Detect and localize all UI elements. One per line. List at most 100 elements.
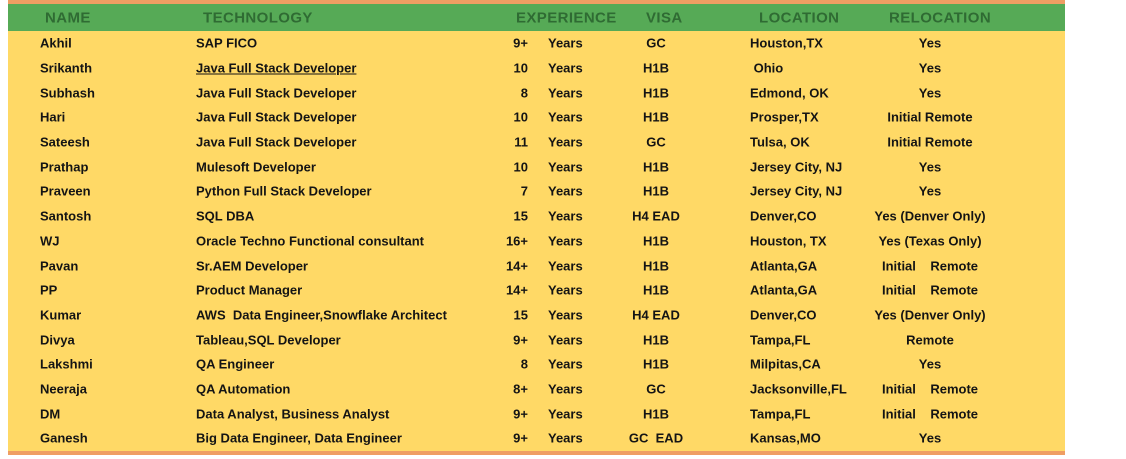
cell-name: WJ	[40, 233, 60, 249]
table-row: Sateesh Java Full Stack Developer 11 Yea…	[8, 129, 1065, 155]
table-row: Santosh SQL DBA 15 Years H4 EAD Denver,C…	[8, 203, 1065, 229]
table-top-border	[8, 0, 1065, 4]
cell-location: Jersey City, NJ	[750, 159, 843, 175]
cell-location: Tulsa, OK	[750, 134, 810, 150]
cell-years-label: Years	[548, 430, 583, 446]
cell-location: Milpitas,CA	[750, 356, 821, 372]
cell-years-label: Years	[548, 109, 583, 125]
cell-location: Prosper,TX	[750, 109, 819, 125]
cell-visa: GC	[646, 381, 666, 397]
table-row: Kumar AWS Data Engineer,Snowflake Archit…	[8, 302, 1065, 328]
cell-visa: GC EAD	[628, 430, 684, 446]
cell-location: Houston, TX	[750, 233, 827, 249]
cell-years-label: Years	[548, 208, 583, 224]
cell-name: Santosh	[40, 208, 92, 224]
cell-name: Kumar	[40, 307, 82, 323]
cell-technology: SAP FICO	[196, 35, 258, 51]
cell-visa: GC	[646, 35, 666, 51]
cell-relocation: Yes	[918, 35, 942, 51]
cell-years-label: Years	[548, 282, 583, 298]
cell-technology: QA Automation	[196, 381, 291, 397]
cell-relocation: Yes	[918, 159, 942, 175]
cell-experience: 10	[513, 159, 528, 175]
cell-relocation: Yes (Denver Only)	[874, 307, 986, 323]
cell-experience: 9+	[513, 430, 528, 446]
header-location: LOCATION	[759, 9, 840, 26]
cell-name: Subhash	[40, 85, 95, 101]
cell-technology: Java Full Stack Developer	[196, 85, 357, 101]
cell-relocation: Initial Remote	[881, 258, 979, 274]
cell-name: Ganesh	[40, 430, 88, 446]
cell-technology: Oracle Techno Functional consultant	[196, 233, 425, 249]
table-row: Neeraja QA Automation 8+ Years GC Jackso…	[8, 376, 1065, 402]
cell-technology: SQL DBA	[196, 208, 255, 224]
cell-visa: H1B	[642, 282, 669, 298]
cell-experience: 10	[513, 60, 528, 76]
cell-years-label: Years	[548, 60, 583, 76]
header-visa: VISA	[646, 9, 683, 26]
cell-years-label: Years	[548, 233, 583, 249]
cell-relocation: Remote	[906, 332, 954, 348]
cell-experience: 7	[520, 183, 528, 199]
cell-years-label: Years	[548, 406, 583, 422]
table-row: Subhash Java Full Stack Developer 8 Year…	[8, 80, 1065, 106]
table-row: DM Data Analyst, Business Analyst 9+ Yea…	[8, 401, 1065, 426]
cell-visa: H1B	[642, 60, 669, 76]
cell-technology: Data Analyst, Business Analyst	[196, 406, 390, 422]
cell-visa: H1B	[642, 233, 669, 249]
table-row: PP Product Manager 14+ Years H1B Atlanta…	[8, 277, 1065, 303]
cell-experience: 8	[520, 356, 528, 372]
cell-visa: H1B	[642, 85, 669, 101]
cell-relocation: Yes	[918, 183, 942, 199]
header-name: NAME	[45, 9, 91, 26]
cell-visa: H1B	[642, 356, 669, 372]
cell-experience: 10	[513, 109, 528, 125]
table-row: Hari Java Full Stack Developer 10 Years …	[8, 105, 1065, 130]
cell-location: Denver,CO	[750, 307, 817, 323]
cell-location: Ohio	[750, 60, 784, 76]
cell-experience: 8	[520, 85, 528, 101]
table-row: Pavan Sr.AEM Developer 14+ Years H1B Atl…	[8, 253, 1065, 278]
cell-location: Kansas,MO	[750, 430, 821, 446]
cell-experience: 14+	[505, 282, 528, 298]
cell-name: Sateesh	[40, 134, 90, 150]
cell-location: Tampa,FL	[750, 406, 811, 422]
cell-years-label: Years	[548, 85, 583, 101]
table-header-row: NAME TECHNOLOGY EXPERIENCE VISA LOCATION…	[8, 4, 1065, 31]
cell-visa: H1B	[642, 159, 669, 175]
cell-visa: H1B	[642, 332, 669, 348]
cell-years-label: Years	[548, 356, 583, 372]
cell-experience: 9+	[513, 406, 528, 422]
cell-location: Jersey City, NJ	[750, 183, 843, 199]
table-row: Akhil SAP FICO 9+ Years GC Houston,TX Ye…	[8, 31, 1065, 56]
cell-visa: H4 EAD	[632, 307, 680, 323]
cell-experience: 15	[513, 307, 528, 323]
cell-experience: 16+	[505, 233, 528, 249]
cell-technology-link[interactable]: Java Full Stack Developer	[196, 60, 357, 76]
cell-name: PP	[40, 282, 58, 298]
cell-technology: Java Full Stack Developer	[196, 109, 357, 125]
cell-location: Tampa,FL	[750, 332, 811, 348]
cell-years-label: Years	[548, 381, 583, 397]
cell-years-label: Years	[548, 258, 583, 274]
cell-technology: Java Full Stack Developer	[196, 134, 357, 150]
cell-visa: GC	[646, 134, 666, 150]
cell-visa: H1B	[642, 109, 669, 125]
cell-technology: QA Engineer	[196, 356, 275, 372]
cell-technology: Big Data Engineer, Data Engineer	[196, 430, 402, 446]
cell-name: Pavan	[40, 258, 79, 274]
table-row: Lakshmi QA Engineer 8 Years H1B Milpitas…	[8, 351, 1065, 377]
cell-name: Divya	[40, 332, 75, 348]
table-row: Ganesh Big Data Engineer, Data Engineer …	[8, 426, 1065, 451]
cell-experience: 15	[513, 208, 528, 224]
cell-visa: H1B	[642, 258, 669, 274]
cell-location: Edmond, OK	[750, 85, 829, 101]
cell-relocation: Yes	[918, 85, 942, 101]
cell-years-label: Years	[548, 183, 583, 199]
cell-relocation: Yes (Texas Only)	[878, 233, 982, 249]
cell-name: Hari	[40, 109, 66, 125]
cell-years-label: Years	[548, 134, 583, 150]
table-bottom-border	[8, 450, 1065, 455]
cell-experience: 14+	[505, 258, 528, 274]
hotlist-table: NAME TECHNOLOGY EXPERIENCE VISA LOCATION…	[8, 0, 1065, 455]
